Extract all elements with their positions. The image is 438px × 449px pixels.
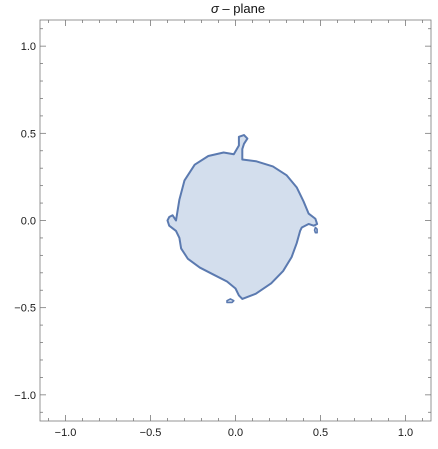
region-layer: [166, 134, 319, 304]
tick-labels-layer: −1.0 −0.5 0.0 0.5 1.0 −1.0 −0.5 0.0 0.5 1.0: [14, 41, 413, 439]
y-tick-label: 0.0: [21, 216, 36, 228]
region-island: [313, 226, 318, 234]
chart-title: σ – plane: [211, 1, 265, 16]
y-tick-label: −0.5: [14, 303, 36, 315]
region-island: [226, 298, 235, 304]
x-tick-label: 1.0: [398, 427, 413, 439]
y-tick-label: 1.0: [21, 41, 36, 53]
x-tick-label: 0.0: [228, 427, 243, 439]
ticks-layer: [40, 20, 431, 421]
y-tick-label: 0.5: [21, 128, 36, 140]
y-tick-label: −1.0: [14, 390, 36, 402]
title-sigma: σ: [211, 1, 220, 16]
x-tick-label: −0.5: [140, 427, 162, 439]
x-tick-label: −1.0: [55, 427, 77, 439]
region-main: [166, 134, 319, 300]
x-tick-label: 0.5: [313, 427, 328, 439]
title-rest: – plane: [219, 1, 265, 16]
